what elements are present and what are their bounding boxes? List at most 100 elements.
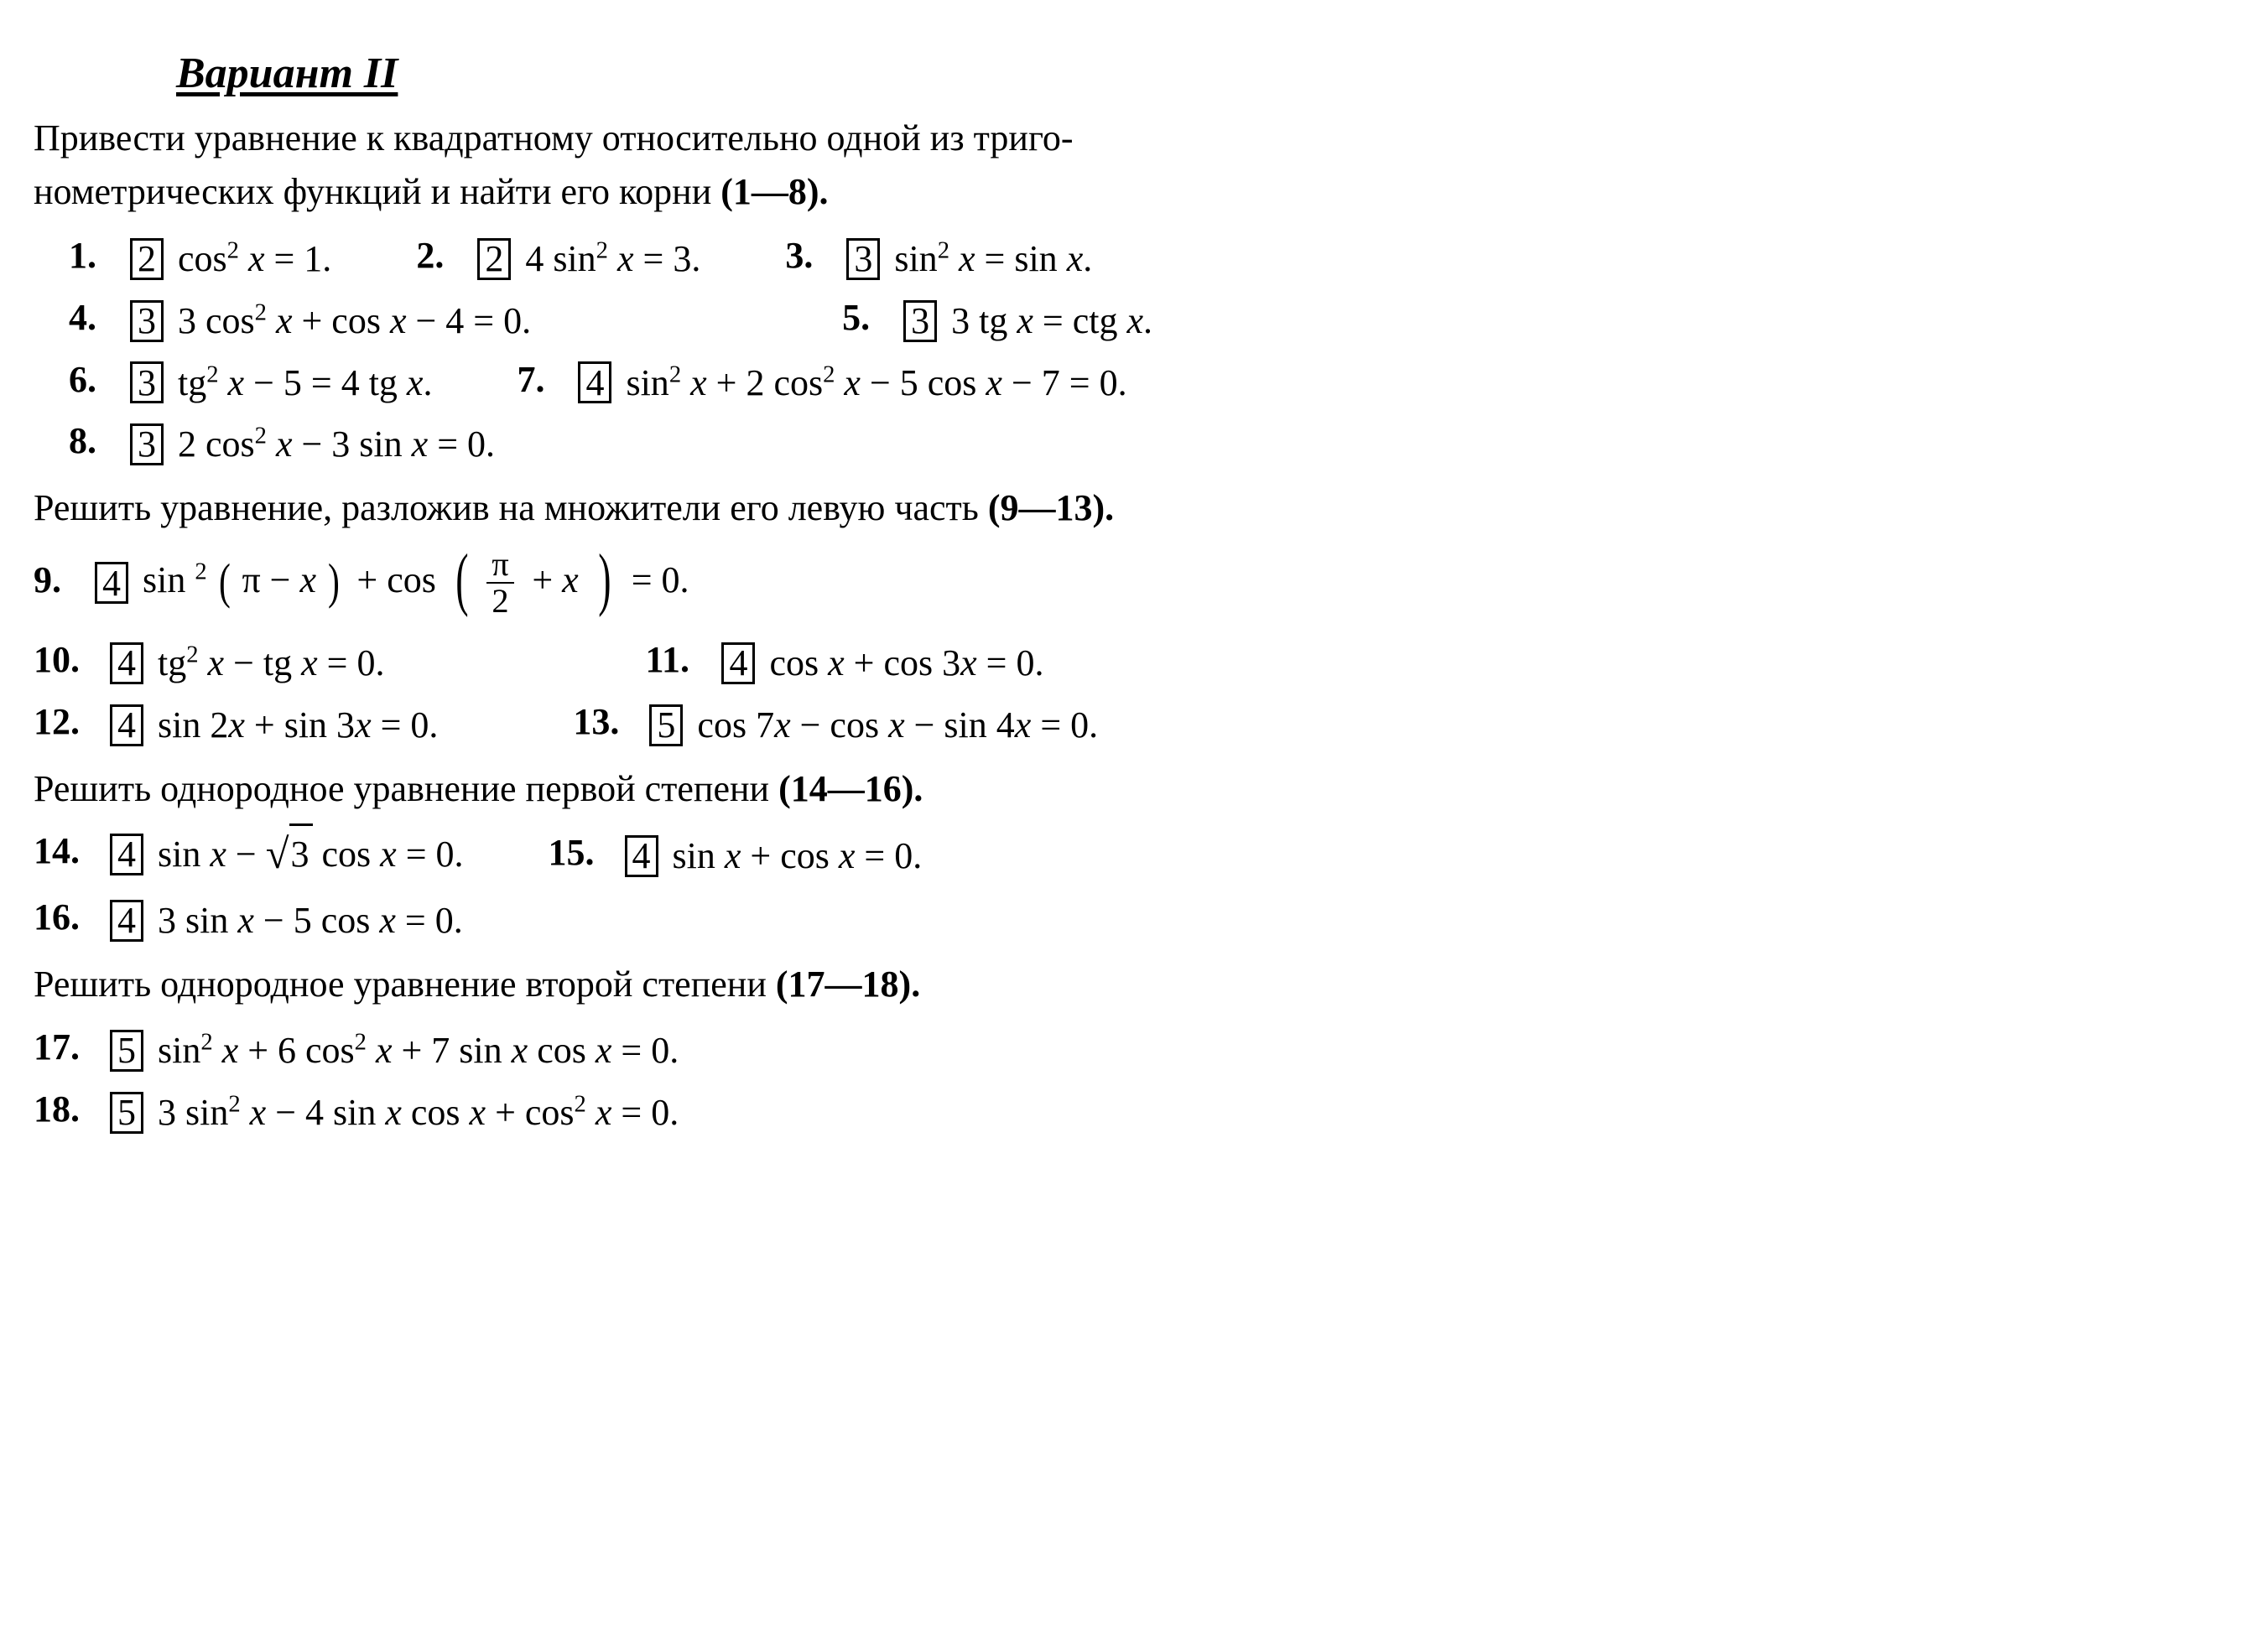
radical-icon: √	[266, 830, 289, 877]
problem-3: 3. 3 sin2 x = sin x.	[785, 229, 1092, 286]
problem-number: 3.	[785, 229, 835, 283]
problem-17: 17. 5 sin2 x + 6 cos2 x + 7 sin x cos x …	[34, 1021, 679, 1078]
problem-number: 7.	[517, 353, 567, 407]
equation: 2 cos2 x − 3 sin x = 0.	[178, 423, 495, 465]
problem-number: 16.	[34, 891, 99, 944]
intro-line-1: Привести уравнение к квадратному относит…	[34, 117, 1074, 158]
section-heading-4: Решить однородное уравнение второй степе…	[34, 958, 2208, 1011]
problem-5: 5. 3 3 tg x = ctg x.	[842, 291, 1152, 348]
problem-row: 18. 5 3 sin2 x − 4 sin x cos x + cos2 x …	[34, 1081, 2208, 1140]
eq-part-a: sin x −	[158, 834, 266, 875]
problem-number: 9.	[34, 553, 84, 607]
equation: tg2 x − 5 = 4 tg x.	[178, 362, 432, 403]
points-box: 5	[110, 1030, 143, 1072]
eq-part-d: + x	[527, 559, 585, 600]
problem-4: 4. 3 3 cos2 x + cos x − 4 = 0.	[69, 291, 531, 348]
problem-row: 12. 4 sin 2x + sin 3x = 0. 13. 5 cos 7x …	[34, 694, 2208, 752]
equation: tg2 x − tg x = 0.	[158, 642, 384, 683]
eq-part-a: sin 2	[143, 559, 207, 600]
problem-11: 11. 4 cos x + cos 3x = 0.	[645, 633, 1043, 690]
eq-part-b: π − x	[242, 559, 316, 600]
section-text: Решить уравнение, разложив на множители …	[34, 487, 988, 528]
equation: sin 2 ( π − x ) + cos ( π 2 + x ) = 0.	[143, 559, 694, 600]
equation: 3 cos2 x + cos x − 4 = 0.	[178, 300, 531, 341]
points-box: 2	[477, 238, 511, 280]
points-box: 3	[130, 423, 164, 465]
intro-text: Привести уравнение к квадратному относит…	[34, 112, 2208, 219]
points-box: 3	[846, 238, 880, 280]
problem-number: 15.	[549, 826, 614, 880]
problem-10: 10. 4 tg2 x − tg x = 0.	[34, 633, 384, 690]
problem-2: 2. 2 4 sin2 x = 3.	[416, 229, 700, 286]
equation: 4 sin2 x = 3.	[525, 238, 700, 279]
eq-part-e: = 0.	[626, 559, 694, 600]
equation: sin2 x = sin x.	[894, 238, 1092, 279]
section-text: Решить однородное уравнение второй степе…	[34, 964, 776, 1005]
equation: cos x + cos 3x = 0.	[769, 642, 1043, 683]
problem-row: 16. 4 3 sin x − 5 cos x = 0.	[34, 889, 2208, 948]
equation: sin x − √3 cos x = 0.	[158, 834, 464, 875]
problem-15: 15. 4 sin x + cos x = 0.	[549, 826, 923, 883]
problem-number: 18.	[34, 1083, 99, 1136]
problem-8: 8. 3 2 cos2 x − 3 sin x = 0.	[69, 414, 495, 471]
eq-part-b: cos x = 0.	[313, 834, 464, 875]
fraction-numerator: π	[486, 547, 513, 584]
points-box: 5	[110, 1092, 143, 1134]
problem-row: 17. 5 sin2 x + 6 cos2 x + 7 sin x cos x …	[34, 1019, 2208, 1078]
problem-number: 17.	[34, 1021, 99, 1074]
problem-18: 18. 5 3 sin2 x − 4 sin x cos x + cos2 x …	[34, 1083, 679, 1140]
section-range: (17—18).	[776, 964, 920, 1005]
section-heading-2: Решить уравнение, разложив на множители …	[34, 481, 2208, 535]
problem-row: 14. 4 sin x − √3 cos x = 0. 15. 4 sin x …	[34, 823, 2208, 885]
points-box: 3	[903, 300, 937, 342]
eq-part-c: + cos	[351, 559, 442, 600]
problem-number: 6.	[69, 353, 119, 407]
section-text: Решить однородное уравнение первой степе…	[34, 768, 778, 809]
problem-number: 14.	[34, 824, 99, 878]
equation: sin2 x + 2 cos2 x − 5 cos x − 7 = 0.	[626, 362, 1126, 403]
equation: sin x + cos x = 0.	[673, 835, 923, 876]
problem-number: 4.	[69, 291, 119, 345]
points-box: 3	[130, 361, 164, 403]
problem-row: 8. 3 2 cos2 x − 3 sin x = 0.	[69, 413, 2208, 471]
points-box: 4	[110, 834, 143, 875]
equation: 3 sin2 x − 4 sin x cos x + cos2 x = 0.	[158, 1092, 679, 1133]
fraction-denominator: 2	[486, 584, 513, 620]
points-box: 2	[130, 238, 164, 280]
points-box: 4	[110, 900, 143, 942]
points-box: 4	[721, 642, 755, 684]
sqrt: √3	[266, 823, 313, 885]
points-box: 4	[625, 835, 658, 877]
equation: sin2 x + 6 cos2 x + 7 sin x cos x = 0.	[158, 1030, 679, 1071]
points-box: 5	[649, 704, 683, 746]
equation: cos2 x = 1.	[178, 238, 331, 279]
fraction: π 2	[486, 547, 513, 620]
problem-number: 2.	[416, 229, 466, 283]
problem-6: 6. 3 tg2 x − 5 = 4 tg x.	[69, 353, 432, 410]
problem-7: 7. 4 sin2 x + 2 cos2 x − 5 cos x − 7 = 0…	[517, 353, 1126, 410]
variant-title: Вариант II	[176, 42, 2208, 105]
points-box: 4	[95, 562, 128, 604]
problem-row: 1. 2 cos2 x = 1. 2. 2 4 sin2 x = 3. 3. 3…	[69, 227, 2208, 286]
equation: cos 7x − cos x − sin 4x = 0.	[697, 704, 1098, 745]
problem-number: 13.	[573, 695, 638, 749]
points-box: 4	[110, 704, 143, 746]
problem-number: 5.	[842, 291, 892, 345]
equation: 3 sin x − 5 cos x = 0.	[158, 900, 463, 941]
problem-row: 4. 3 3 cos2 x + cos x − 4 = 0. 5. 3 3 tg…	[69, 289, 2208, 348]
problem-number: 10.	[34, 633, 99, 687]
section-range: (9—13).	[988, 487, 1114, 528]
intro-line-2a: нометрических функций и найти его корни	[34, 171, 720, 212]
equation: 3 tg x = ctg x.	[951, 300, 1152, 341]
points-box: 3	[130, 300, 164, 342]
intro-range: (1—8).	[720, 171, 828, 212]
section-range: (14—16).	[778, 768, 923, 809]
problem-13: 13. 5 cos 7x − cos x − sin 4x = 0.	[573, 695, 1098, 752]
problem-16: 16. 4 3 sin x − 5 cos x = 0.	[34, 891, 463, 948]
problem-12: 12. 4 sin 2x + sin 3x = 0.	[34, 695, 438, 752]
problem-row: 9. 4 sin 2 ( π − x ) + cos ( π 2 + x ) =…	[34, 547, 2208, 620]
problem-number: 1.	[69, 229, 119, 283]
problem-9: 9. 4 sin 2 ( π − x ) + cos ( π 2 + x ) =…	[34, 547, 694, 620]
problem-number: 8.	[69, 414, 119, 468]
section-heading-3: Решить однородное уравнение первой степе…	[34, 762, 2208, 816]
